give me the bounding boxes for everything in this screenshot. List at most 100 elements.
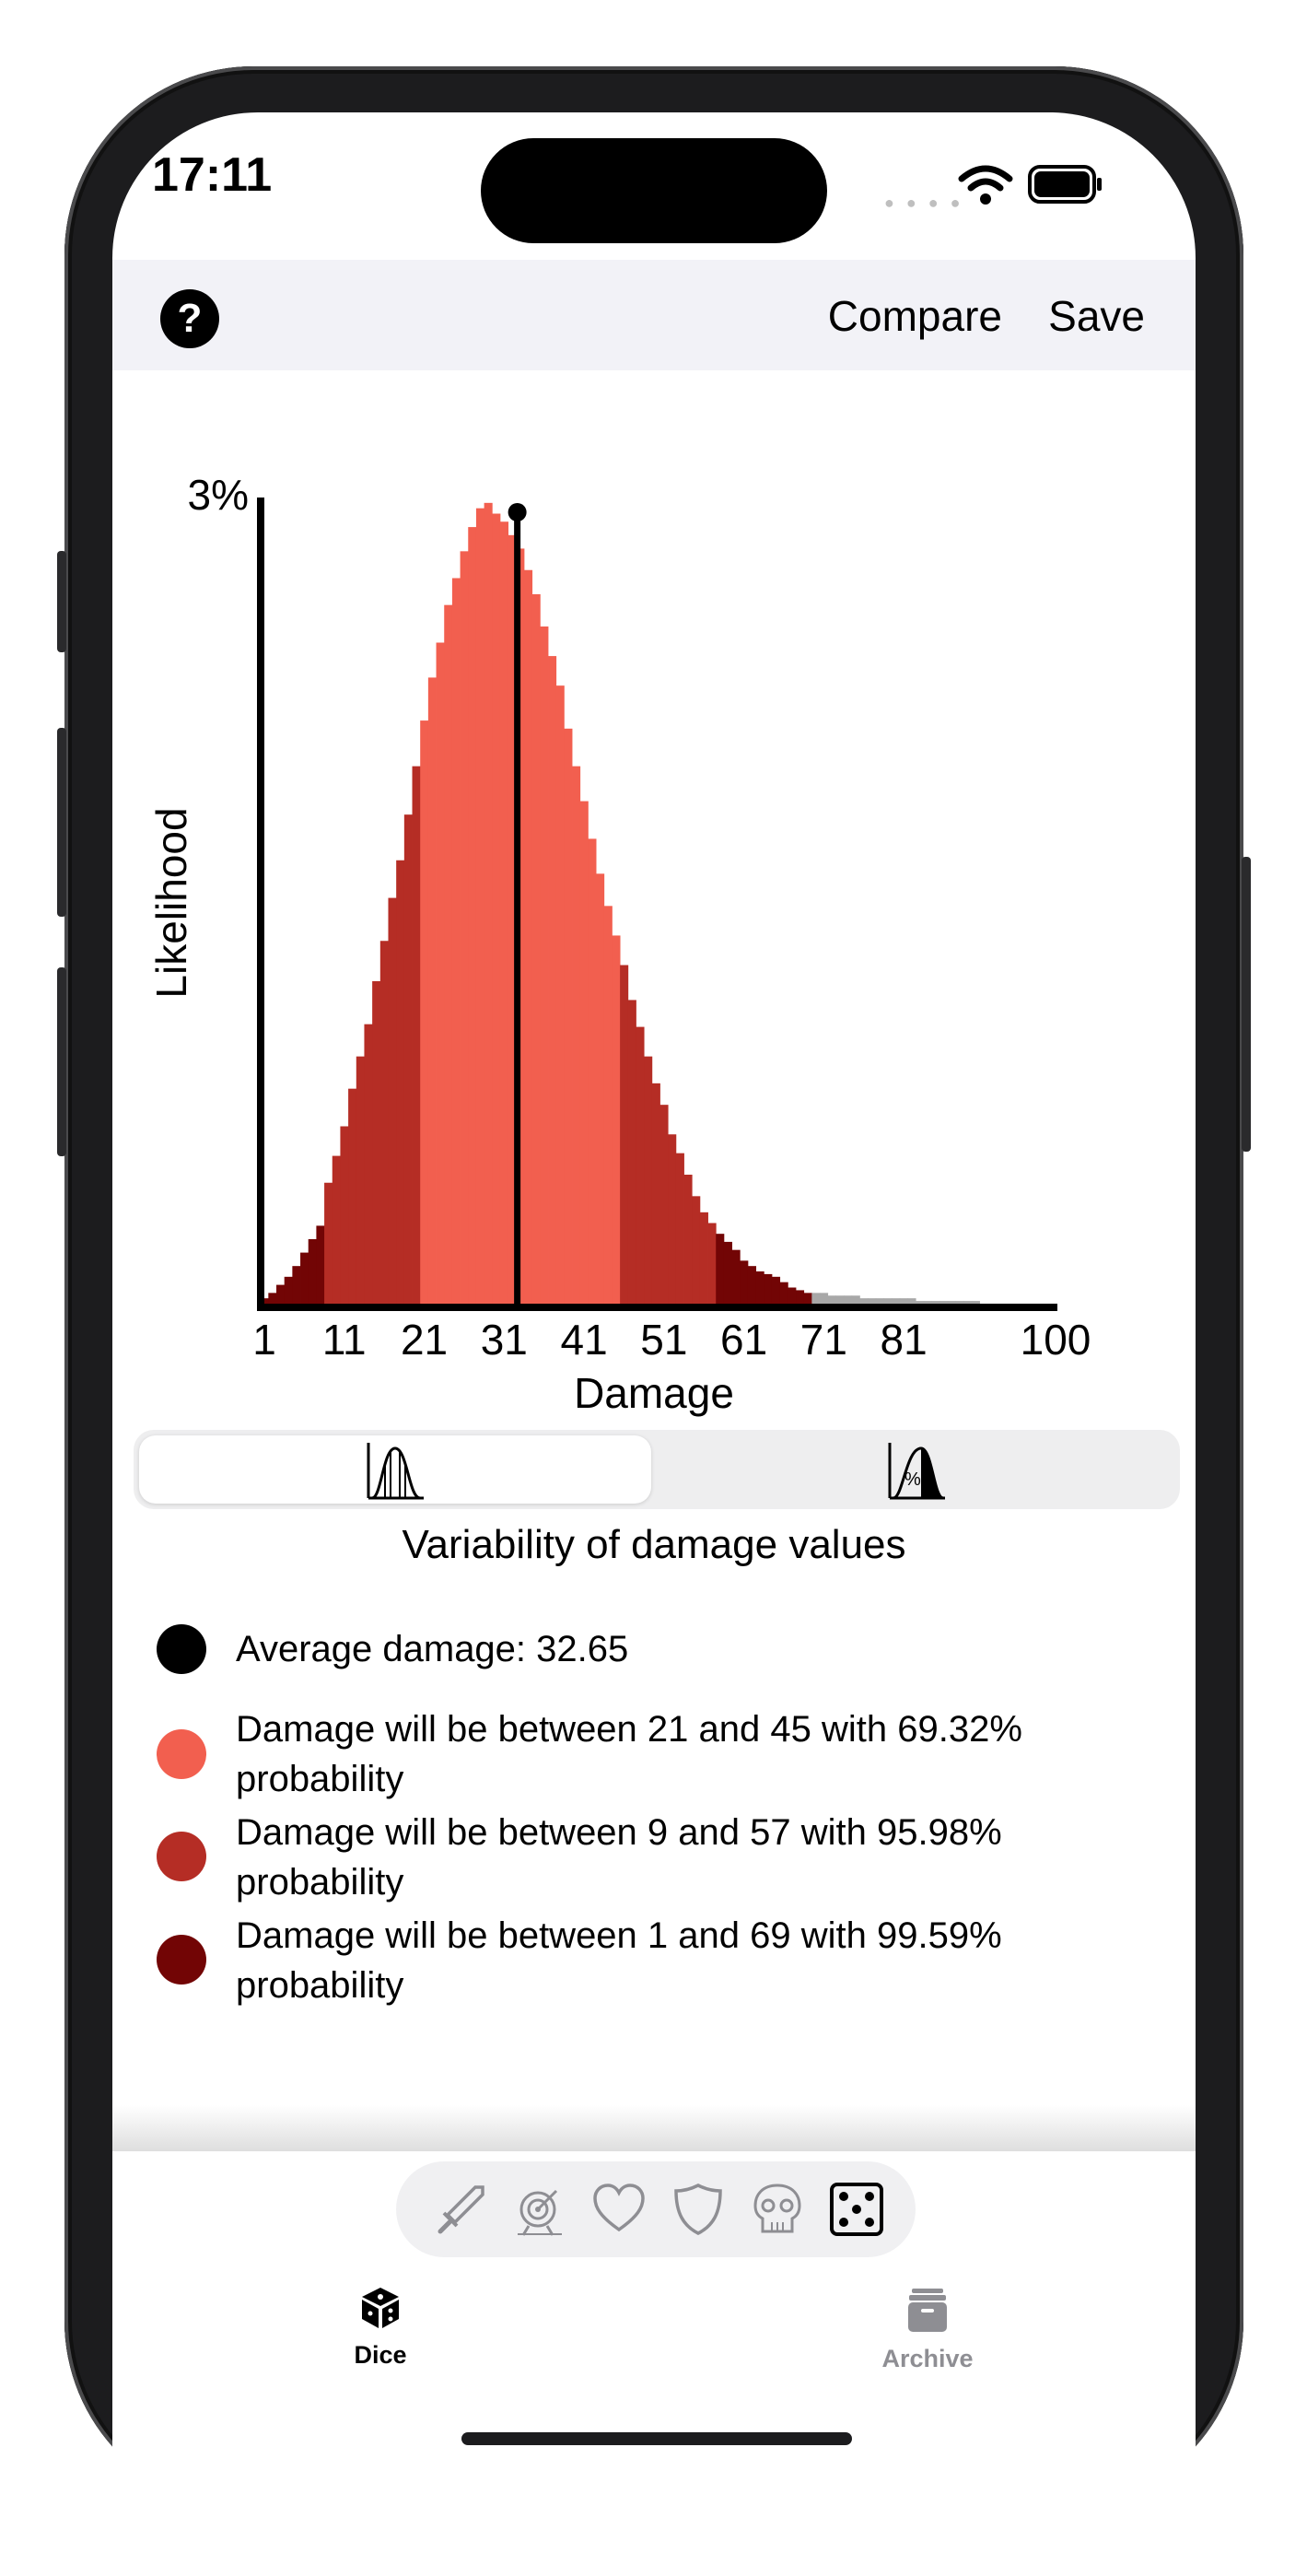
bar-44 [603,906,613,1304]
dynamic-island [481,138,827,243]
x-tick-61: 61 [720,1316,767,1364]
action-button [57,551,66,652]
bar-75 [851,1295,860,1304]
segment-distribution[interactable] [139,1435,651,1504]
bar-61 [740,1260,749,1304]
bar-63 [755,1271,764,1304]
bar-66 [779,1282,788,1304]
bar-24 [444,604,453,1304]
category-picker [396,2161,916,2257]
legend-dot-band1 [157,1729,206,1779]
bar-47 [627,1000,636,1304]
bar-26 [460,551,469,1304]
cellular-signal-icon: ● ● ● ● [884,193,964,212]
bar-41 [579,801,589,1304]
bar-36 [540,626,549,1304]
content-bottom-shade [112,2105,1196,2151]
dice-icon [362,2288,399,2328]
bar-8 [316,1225,325,1304]
bar-17 [388,897,397,1304]
compare-button[interactable]: Compare [827,292,1002,340]
y-max-label: 3% [188,471,249,519]
bar-18 [396,860,405,1304]
bar-54 [683,1175,693,1304]
help-button[interactable]: ? [160,289,219,348]
y-axis-label: Likelihood [147,807,195,998]
x-tick-labels: 1 11 21 31 41 51 61 71 81 100 [252,1316,1091,1364]
percentile-chart-icon: % [888,1443,945,1500]
bar-80 [892,1298,901,1304]
bar-6 [300,1252,309,1304]
bar-90 [971,1301,980,1304]
tab-archive[interactable]: Archive [835,2285,1020,2373]
bar-7 [308,1239,317,1304]
bar-27 [468,527,477,1304]
bar-89 [963,1301,973,1304]
bar-1 [260,1298,269,1304]
heart-icon[interactable] [591,2182,647,2237]
chart-caption: Variability of damage values [402,1522,906,1567]
target-icon[interactable] [512,2182,567,2237]
status-time: 17:11 [152,148,273,202]
bar-86 [939,1301,949,1304]
x-tick-41: 41 [560,1316,607,1364]
bar-88 [955,1301,964,1304]
bar-49 [644,1056,653,1304]
bar-52 [668,1134,677,1304]
bar-48 [636,1026,645,1304]
bar-74 [844,1295,853,1304]
x-tick-11: 11 [322,1316,367,1364]
tab-dice[interactable]: Dice [288,2285,473,2370]
bar-83 [916,1301,925,1304]
bar-38 [555,685,565,1304]
save-button[interactable]: Save [1048,292,1145,340]
sword-icon[interactable] [433,2182,488,2237]
x-axis-label: Damage [574,1369,734,1417]
bar-37 [548,656,557,1304]
bar-23 [436,642,445,1304]
chart-bars [260,502,980,1304]
bar-39 [564,728,573,1304]
x-tick-1: 1 [252,1316,276,1364]
bar-28 [475,508,485,1304]
shield-icon[interactable] [671,2182,726,2237]
x-tick-21: 21 [401,1316,448,1364]
bar-53 [675,1153,684,1304]
bar-71 [820,1293,829,1304]
legend-dot-band2 [157,1832,206,1881]
x-tick-31: 31 [481,1316,528,1364]
bar-34 [523,569,533,1304]
segment-percentile[interactable]: % [659,1435,1174,1504]
bar-77 [868,1298,877,1304]
power-button [1242,857,1251,1152]
volume-down-button [57,967,66,1156]
legend-text-band3: Damage will be between 1 and 69 with 99.… [236,1915,1002,2006]
bar-56 [699,1212,708,1304]
average-dot [508,503,527,521]
bar-20 [412,766,421,1304]
bar-32 [508,534,517,1304]
legend-dot-band3 [157,1935,206,1985]
skull-icon[interactable] [750,2182,805,2237]
bar-10 [332,1155,341,1304]
bar-85 [931,1301,940,1304]
battery-icon [1028,165,1102,204]
bar-82 [907,1298,916,1304]
bar-42 [588,838,597,1304]
bar-45 [612,935,621,1304]
bar-40 [572,766,581,1304]
dice-icon[interactable] [829,2182,884,2237]
bar-12 [348,1088,357,1304]
bar-14 [364,1024,373,1304]
bar-5 [292,1266,301,1304]
x-tick-71: 71 [800,1316,847,1364]
bar-22 [427,677,437,1304]
bar-68 [796,1290,805,1304]
average-marker [508,503,527,1304]
bar-62 [747,1266,757,1304]
bar-19 [403,814,413,1304]
x-tick-51: 51 [640,1316,687,1364]
bar-60 [731,1249,741,1304]
bar-4 [284,1276,293,1304]
wifi-icon [958,165,1013,205]
